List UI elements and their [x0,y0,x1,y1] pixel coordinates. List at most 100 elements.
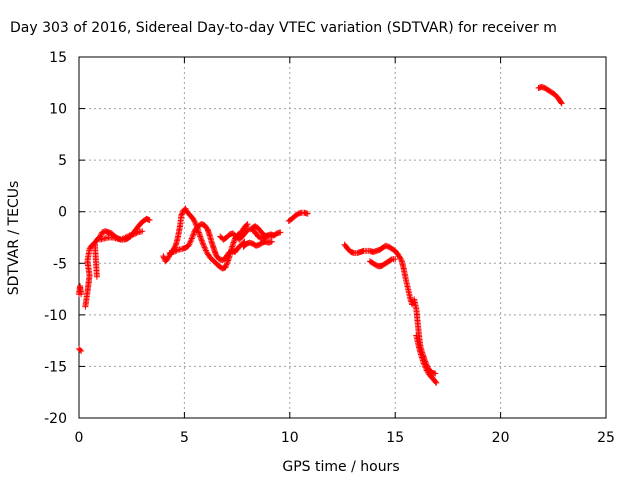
y-tick-label: -10 [44,308,67,324]
data-point [118,236,125,243]
data-point [224,260,231,267]
data-point [182,205,189,212]
data-point [146,216,153,223]
data-point [197,234,204,241]
data-point [190,230,197,237]
data-point [97,232,104,239]
data-point [277,229,284,236]
data-point [420,360,427,367]
data-point [78,291,85,298]
data-point [132,230,139,237]
data-point [120,235,127,242]
data-point [244,227,251,234]
data-point [189,234,196,241]
data-point [190,231,197,238]
data-point [432,378,439,385]
data-point [189,232,196,239]
data-point [421,361,428,368]
data-point [93,273,100,280]
x-tick-label: 0 [75,430,84,446]
data-point [173,247,180,254]
data-point [172,242,179,249]
y-tick-label: 0 [58,205,67,221]
data-point [423,366,430,373]
data-point [223,263,230,270]
data-point [187,238,194,245]
data-point [224,258,231,265]
data-point [160,253,167,260]
data-point [178,212,185,219]
data-point [78,347,85,354]
data-point [188,235,195,242]
chart-title: Day 303 of 2016, Sidereal Day-to-day VTE… [10,20,557,36]
data-point [202,247,209,254]
data-point [269,232,276,239]
data-point [123,233,130,240]
data-point [133,230,140,237]
data-point [192,219,199,226]
data-point [186,241,193,248]
data-point [433,379,440,386]
data-point [223,261,230,268]
data-point [179,210,186,217]
grid-lines [79,57,606,418]
data-points [76,83,565,386]
data-point [397,255,404,262]
y-tick-label: 15 [49,50,67,66]
data-point [183,206,190,213]
plot-border [78,56,607,419]
data-point [222,264,229,271]
data-point [172,248,179,255]
data-point [558,100,565,107]
plot-frame [78,56,607,419]
x-tick-label: 5 [180,430,189,446]
y-tick-label: 10 [49,102,67,118]
x-tick-label: 20 [492,430,510,446]
data-point [198,236,205,243]
data-point [186,239,193,246]
data-point [178,211,185,218]
data-point [558,99,565,106]
y-tick-label: -20 [44,411,67,427]
data-point [244,221,251,228]
data-point [199,240,206,247]
data-point [200,241,207,248]
data-point [199,238,206,245]
y-tick-label: -15 [44,359,67,375]
data-point [185,242,192,249]
data-point [125,233,132,240]
x-axis-label: GPS time / hours [282,459,399,475]
data-point [122,234,129,241]
data-point [190,216,197,223]
data-point [268,238,275,245]
data-point [387,256,394,263]
data-point [421,363,428,370]
y-tick-label: -5 [53,256,67,272]
data-point [130,231,137,238]
y-tick-label: 5 [58,153,67,169]
data-point [188,236,195,243]
data-point [119,235,126,242]
data-point [77,346,84,353]
y-axis-label: SDTVAR / TECUs [6,181,22,296]
data-point [170,248,177,255]
data-point [139,228,146,235]
data-point [165,254,172,261]
data-point [432,370,439,377]
data-point [392,256,399,263]
x-tick-label: 10 [281,430,299,446]
data-point [164,256,171,263]
x-tick-label: 25 [597,430,615,446]
data-point [202,246,209,253]
x-tick-label: 15 [386,430,404,446]
data-point [191,218,198,225]
data-point [243,222,250,229]
axis-ticks: 0 5 10 15 20 25 -20 -15 -10 -5 0 5 10 15 [44,50,615,446]
data-point [198,237,205,244]
data-point [201,244,208,251]
data-point [304,210,311,217]
data-point [422,364,429,371]
data-point [197,233,204,240]
data-point [201,243,208,250]
